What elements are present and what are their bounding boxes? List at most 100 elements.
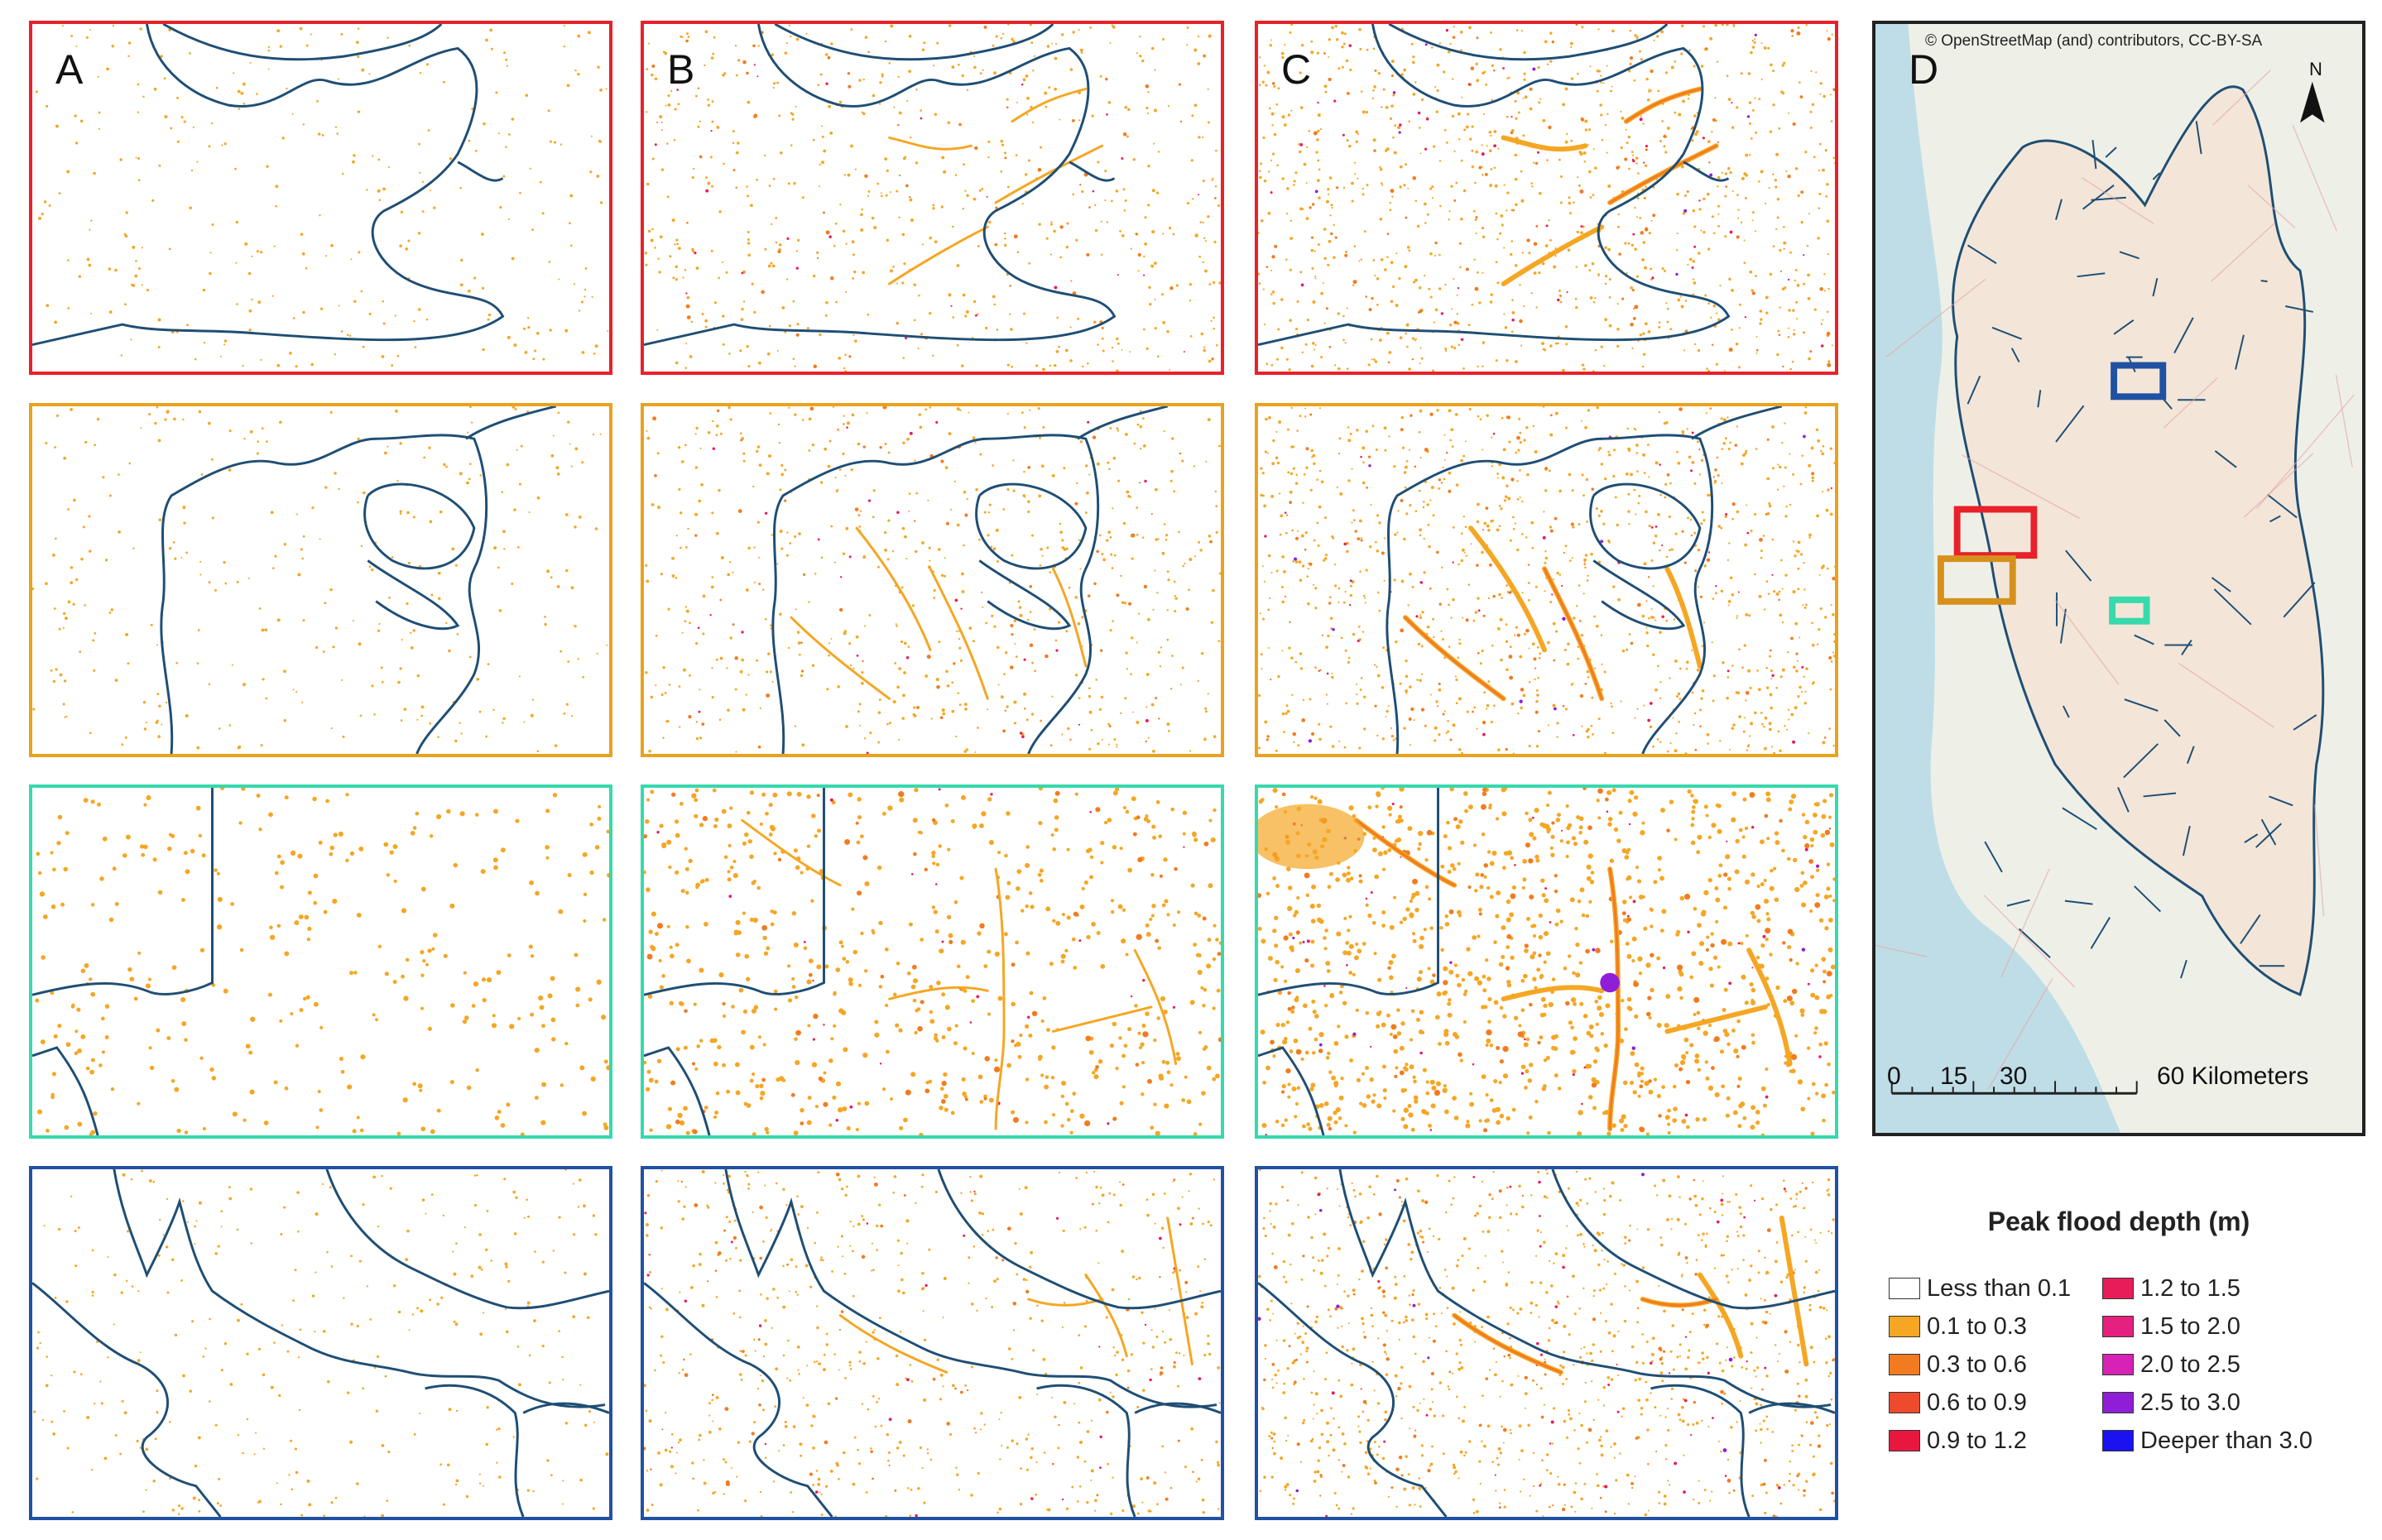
flood-cell <box>1217 204 1221 207</box>
flood-cell <box>856 840 861 845</box>
flood-cell <box>1152 749 1155 753</box>
flood-cell <box>1828 727 1832 730</box>
flood-cell <box>1510 252 1513 257</box>
flood-cell <box>1309 698 1312 701</box>
flood-cell <box>1354 530 1357 533</box>
flood-cell <box>1053 798 1059 804</box>
flood-cell <box>1770 63 1773 67</box>
flood-cell <box>190 169 194 172</box>
flood-cell <box>660 129 663 132</box>
flood-cell <box>428 446 431 449</box>
flood-cell <box>596 652 598 655</box>
flood-cell <box>588 997 593 1002</box>
flood-cell <box>1496 237 1499 241</box>
flood-cell <box>1436 550 1439 554</box>
flood-cell <box>1713 482 1717 484</box>
flood-cell <box>1584 119 1588 123</box>
flood-cell <box>466 481 469 485</box>
flood-cell <box>1356 684 1358 685</box>
flood-cell <box>1454 675 1458 678</box>
flood-cell <box>680 546 682 549</box>
flood-cell <box>752 44 756 48</box>
flood-cell <box>1746 115 1750 118</box>
flood-cell <box>798 653 801 656</box>
flood-cell <box>732 859 737 864</box>
flood-cell <box>284 795 289 800</box>
flood-cell <box>1325 645 1328 650</box>
flood-cell <box>569 194 574 198</box>
flood-cell <box>1328 239 1332 243</box>
flood-cell <box>1405 323 1410 327</box>
flood-cell <box>1404 486 1407 489</box>
flood-cell <box>1202 261 1204 263</box>
flood-cell <box>1784 515 1788 518</box>
flood-cell <box>900 640 904 644</box>
flood-cell <box>66 170 70 174</box>
flood-cell <box>752 1132 756 1135</box>
flood-cell <box>767 454 771 458</box>
flood-cell <box>574 952 579 957</box>
flood-cell <box>1482 732 1486 736</box>
flood-cell <box>1645 148 1648 151</box>
flood-cell <box>1271 82 1275 85</box>
flood-cell <box>855 821 859 825</box>
flood-cell <box>1173 580 1176 583</box>
flood-cell <box>534 1096 539 1101</box>
flood-cell <box>1208 535 1212 538</box>
flood-cell <box>1465 125 1469 129</box>
flood-cell <box>1720 417 1723 420</box>
flood-cell <box>1664 496 1667 499</box>
flood-cell <box>349 851 355 856</box>
flood-cell <box>1452 597 1455 602</box>
flood-cell <box>941 1080 947 1087</box>
flood-cell <box>1181 666 1184 669</box>
flood-cell <box>108 310 113 314</box>
flood-cell <box>1678 721 1680 723</box>
flood-cell <box>1366 487 1368 489</box>
flood-cell <box>121 743 124 746</box>
flood-cell <box>1289 490 1293 494</box>
flood-cell <box>896 625 898 627</box>
flood-cell <box>1443 128 1447 132</box>
flood-cell <box>732 142 735 145</box>
flood-cell <box>1833 565 1835 568</box>
flood-cell <box>800 871 804 875</box>
flood-cell <box>960 794 967 800</box>
flood-cell <box>1832 88 1835 92</box>
flood-cell <box>311 506 315 510</box>
flood-cell <box>1373 149 1376 152</box>
flood-cell <box>1433 321 1435 324</box>
flood-cell <box>1305 217 1309 220</box>
flood-cell <box>1510 702 1515 706</box>
flood-cell <box>686 32 689 36</box>
flood-cell <box>687 527 689 530</box>
flood-cell <box>1766 511 1770 516</box>
flood-channel <box>855 526 932 651</box>
flood-cell <box>1530 292 1533 295</box>
flood-cell <box>1061 913 1065 917</box>
flood-cell <box>1693 65 1696 68</box>
flood-cell <box>503 51 507 55</box>
flood-cell <box>1296 429 1299 432</box>
flood-cell <box>1649 702 1653 705</box>
flood-cell <box>1528 647 1530 650</box>
flood-cell <box>112 24 115 27</box>
flood-cell <box>167 846 172 852</box>
flood-cell <box>1158 834 1163 838</box>
flood-cell <box>1415 615 1419 618</box>
flood-cell <box>728 843 732 847</box>
flood-cell <box>1514 153 1518 157</box>
flood-cell <box>1066 847 1070 852</box>
flood-cell <box>1061 33 1064 36</box>
flood-cell <box>1500 658 1503 662</box>
flood-cell <box>718 972 724 978</box>
flood-cell <box>974 442 977 444</box>
flood-cell <box>897 123 900 127</box>
flood-cell <box>1482 235 1486 238</box>
flood-cell <box>746 1103 752 1108</box>
flood-cell <box>694 813 699 818</box>
flood-cell <box>1664 482 1668 486</box>
flood-cell <box>1431 46 1434 49</box>
flood-cell <box>1726 24 1729 26</box>
flood-cell <box>787 646 790 650</box>
